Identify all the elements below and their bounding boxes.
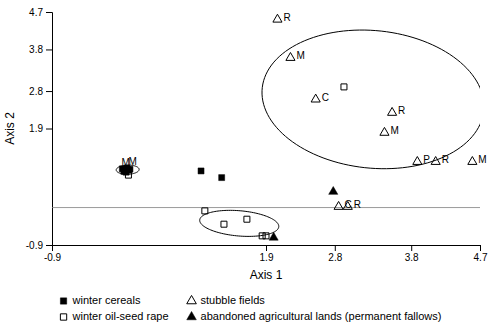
legend-item: winter cereals: [60, 294, 141, 306]
legend-symbol: [60, 298, 66, 304]
legend-label: stubble fields: [201, 294, 266, 306]
x-tick-mark: [266, 245, 267, 251]
point-label: R: [283, 12, 290, 23]
point-label: R: [398, 105, 405, 116]
point-label: M: [478, 154, 486, 165]
point: [413, 157, 422, 165]
x-tick: 3.8: [405, 245, 419, 263]
point-label: R: [354, 199, 361, 210]
point: [311, 94, 320, 102]
point-label: M: [390, 125, 398, 136]
legend-item: abandoned agricultural lands (permanent …: [187, 310, 442, 322]
legend-symbol: [187, 311, 197, 319]
legend-symbol: [187, 295, 197, 303]
y-axis-title: Axis 2: [3, 112, 17, 145]
reference-line: [52, 207, 480, 208]
x-tick-mark: [411, 245, 412, 251]
point: [388, 107, 397, 115]
point-label: C: [322, 92, 329, 103]
y-tick-mark: [46, 91, 52, 92]
y-tick: 4.7: [29, 7, 52, 18]
point: [221, 221, 227, 227]
labels: RMCRMPRMCRMM: [122, 12, 487, 210]
y-tick-mark: [46, 12, 52, 13]
y-axis: -0.9 1.9 2.8 3.8 4.7: [26, 7, 53, 251]
legend-label: abandoned agricultural lands (permanent …: [201, 310, 442, 322]
point: [263, 233, 269, 239]
point: [468, 157, 477, 165]
y-tick: -0.9: [26, 240, 52, 251]
point-label: P: [423, 154, 430, 165]
x-tick: 2.8: [328, 245, 342, 263]
point: [380, 127, 389, 135]
point-label: C: [345, 199, 352, 210]
point: [286, 53, 295, 61]
series: [273, 14, 477, 209]
x-tick: 1.9: [260, 245, 274, 263]
x-axis-title: Axis 1: [250, 268, 283, 282]
x-tick-mark: [480, 245, 481, 251]
series: [269, 186, 338, 240]
series: [125, 84, 347, 239]
y-tick-mark: [46, 49, 52, 50]
x-axis: -0.9 1.9 2.8 3.8 4.7: [44, 245, 488, 263]
chart: -0.9 1.9 2.8 3.8 4.7 -0.9 1.9 2.8 3.8 4.7 Axis 1 Ax…: [0, 0, 500, 333]
point: [431, 157, 440, 165]
point: [125, 172, 131, 178]
y-tick-label: -0.9: [26, 240, 44, 251]
x-tick-label: 4.7: [474, 252, 488, 263]
point: [259, 233, 265, 239]
point: [273, 14, 282, 22]
series: [119, 165, 224, 181]
ellipse: [262, 30, 480, 169]
legend-label: winter cereals: [72, 294, 141, 306]
x-tick: 4.7: [474, 245, 488, 263]
legend: winter cereals winter oil-seed rape stubbl…: [60, 294, 441, 322]
y-tick-mark: [46, 129, 52, 130]
y-tick-mark: [46, 245, 52, 246]
y-tick-label: 3.8: [29, 44, 43, 55]
y-tick: 1.9: [29, 123, 52, 134]
x-axis-line: [53, 246, 481, 252]
annotation: M: [128, 156, 136, 167]
legend-label: winter oil-seed rape: [72, 310, 169, 322]
point: [198, 168, 204, 174]
y-tick-label: 4.7: [29, 7, 43, 18]
y-tick: 3.8: [29, 44, 52, 55]
point: [202, 208, 208, 214]
x-tick-label: 1.9: [260, 252, 274, 263]
x-tick-label: 3.8: [405, 252, 419, 263]
point: [329, 186, 338, 194]
legend-item: stubble fields: [187, 294, 266, 306]
point: [244, 216, 250, 222]
x-tick-mark: [335, 245, 336, 251]
y-tick-label: 2.8: [29, 86, 43, 97]
point: [269, 232, 278, 240]
legend-symbol: [60, 314, 66, 320]
y-tick: 2.8: [29, 86, 52, 97]
marks: [52, 14, 480, 240]
x-tick-label: -0.9: [44, 252, 62, 263]
point-label: R: [442, 154, 449, 165]
x-tick: -0.9: [44, 245, 62, 263]
point: [219, 175, 225, 181]
y-axis-line: [46, 13, 53, 246]
point: [341, 84, 347, 90]
y-tick-label: 1.9: [29, 123, 43, 134]
point: [334, 201, 343, 209]
plot: -0.9 1.9 2.8 3.8 4.7 -0.9 1.9 2.8 3.8 4.7 Axis 1 Ax…: [3, 7, 488, 282]
legend-item: winter oil-seed rape: [60, 310, 168, 322]
x-tick-label: 2.8: [328, 252, 342, 263]
point-label: M: [296, 50, 304, 61]
